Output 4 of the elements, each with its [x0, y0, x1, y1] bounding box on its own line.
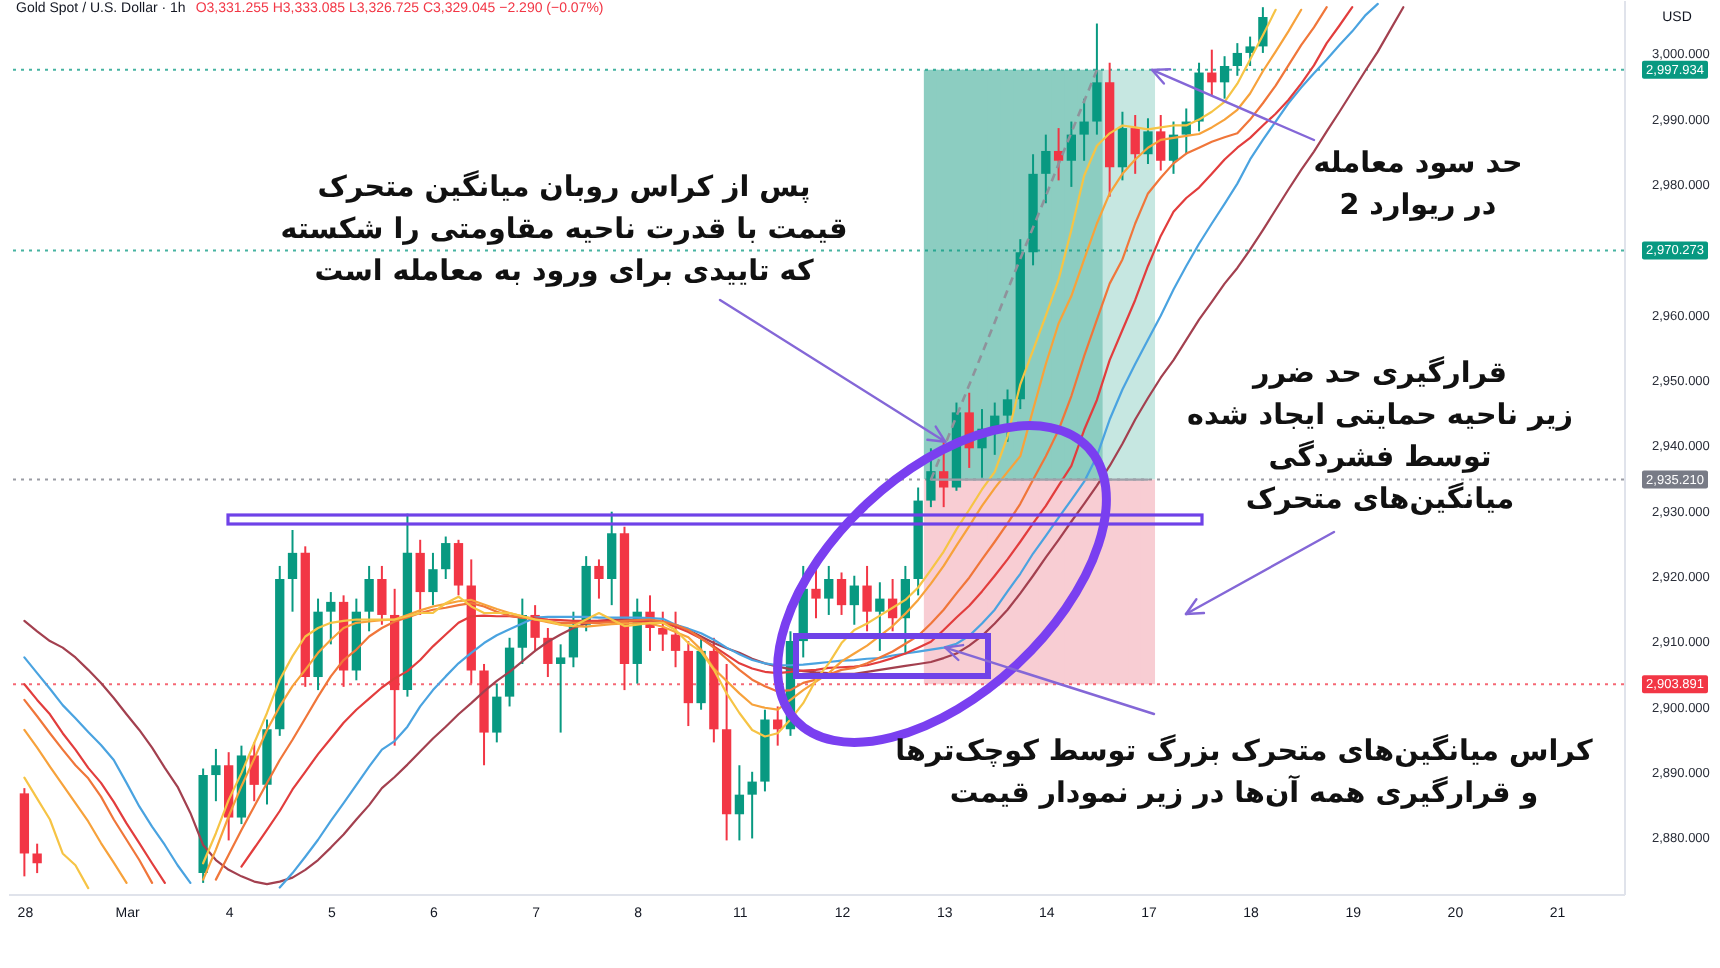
annotation: حد سود معامله در ریوارد 2	[1313, 146, 1523, 226]
annotation: قرارگیری حد ضرر زیر ناحیه حمایتی ایجاد شده توسط فشردگی میانگین‌های متحرک	[1187, 354, 1573, 520]
annotation: پس از کراس روبان میانگین متحرک قیمت با قدرت ناحیه مقاومتی را شکسته که تاییدی برای ورود به معامله است	[280, 168, 848, 292]
annotation: کراس میانگین‌های متحرک بزرگ توسط کوچک‌ترها و قرارگیری همه آن‌ها در زیر نمودار قیمت	[895, 732, 1593, 814]
